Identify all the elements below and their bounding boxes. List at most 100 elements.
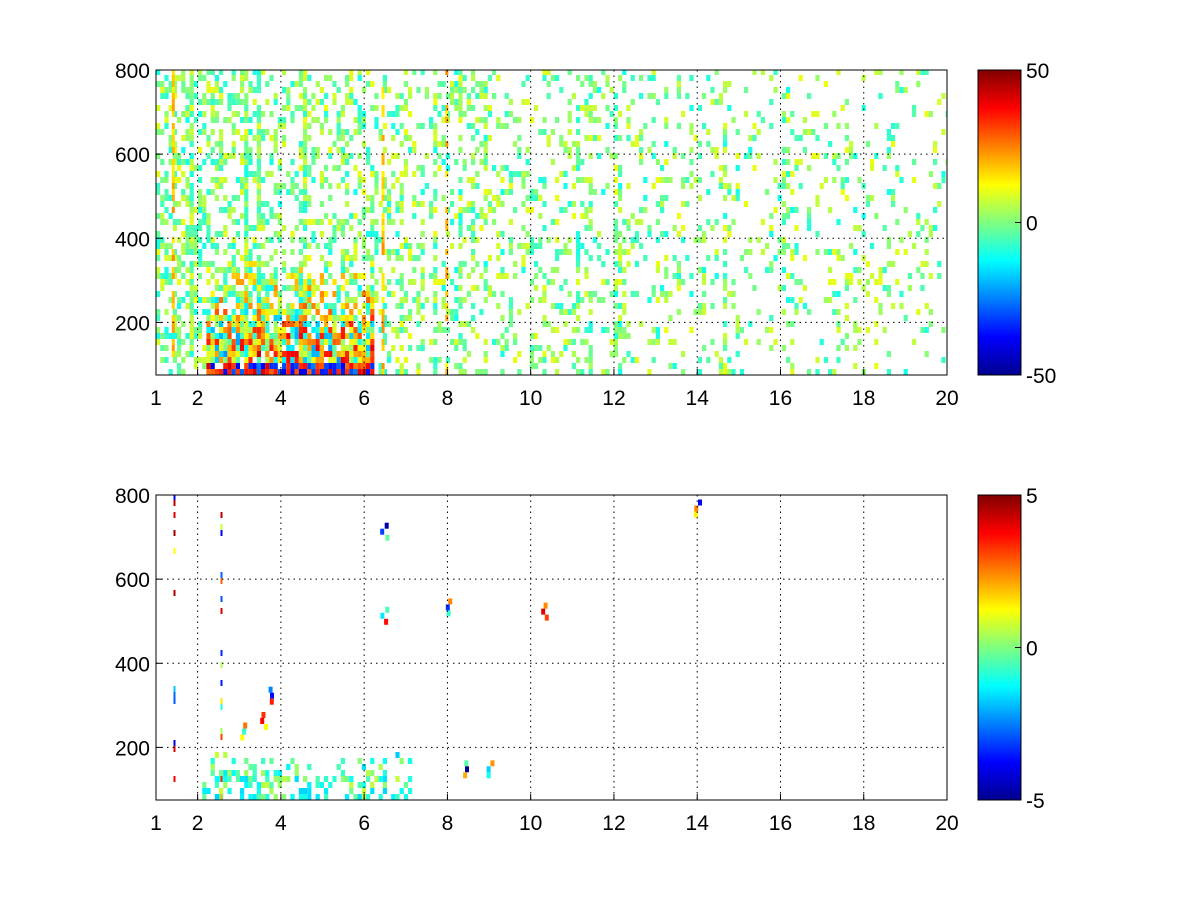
heatmap-cell [261,279,266,285]
heatmap-cell [210,111,215,117]
heatmap-cell [777,249,782,255]
heatmap-cell [324,363,329,369]
heatmap-cell [303,345,308,351]
heatmap-cell [231,351,236,357]
heatmap-cell [815,231,820,237]
heatmap-cell [374,93,379,99]
heatmap-cell [156,333,161,339]
heatmap-cell [173,776,176,782]
heatmap-cell [765,243,770,249]
heatmap-cell [483,195,488,201]
heatmap-cell [244,93,249,99]
heatmap-cell [382,87,387,93]
heatmap-cell [588,117,593,123]
heatmap-cell [899,291,904,297]
heatmap-cell [433,159,438,165]
heatmap-cell [933,207,938,213]
heatmap-cell [487,255,492,261]
heatmap-cell [433,123,438,129]
heatmap-cell [240,339,245,345]
heatmap-cell [412,141,417,147]
heatmap-cell [193,231,198,237]
heatmap-cell [328,345,333,351]
heatmap-cell [214,87,219,93]
heatmap-cell [836,123,841,129]
heatmap-cell [676,87,681,93]
heatmap-cell [307,195,312,201]
heatmap-cell [227,315,232,321]
heatmap-cell [210,764,215,770]
heatmap-cell [244,249,249,255]
heatmap-cell [538,177,543,183]
heatmap-cell [727,231,732,237]
heatmap-cell [185,249,190,255]
heatmap-cell [160,333,165,339]
heatmap-cell [744,111,749,117]
heatmap-cell [164,279,169,285]
heatmap-cell [220,578,223,584]
heatmap-cell [802,255,807,261]
heatmap-cell [307,111,312,117]
heatmap-cell [256,351,261,357]
heatmap-cell [483,339,488,345]
heatmap-cell [630,357,635,363]
heatmap-cell [353,255,358,261]
heatmap-cell [269,213,274,219]
heatmap-cell [891,303,896,309]
heatmap-cell [412,255,417,261]
heatmap-cell [727,81,732,87]
heatmap-cell [336,315,341,321]
heatmap-cell [622,70,627,75]
heatmap-cell [697,357,702,363]
heatmap-cell [256,327,261,333]
heatmap-cell [177,159,182,165]
heatmap-cell [252,171,257,177]
heatmap-cell [676,267,681,273]
heatmap-cell [391,111,396,117]
heatmap-cell [261,712,266,718]
heatmap-cell [353,333,358,339]
heatmap-cell [462,357,467,363]
heatmap-cell [261,758,266,764]
heatmap-cell [206,363,211,369]
heatmap-cell [185,279,190,285]
heatmap-cell [752,285,757,291]
heatmap-cell [261,285,266,291]
heatmap-cell [933,183,938,189]
heatmap-cell [172,255,177,261]
heatmap-cell [689,159,694,165]
heatmap-cell [193,363,198,369]
heatmap-cell [878,303,883,309]
heatmap-cell [933,141,938,147]
heatmap-cell [504,273,509,279]
heatmap-cell [694,505,699,512]
heatmap-cell [345,351,350,357]
heatmap-cell [454,99,459,105]
heatmap-cell [332,231,337,237]
heatmap-cell [710,87,715,93]
heatmap-cell [504,189,509,195]
heatmap-cell [483,267,488,273]
heatmap-cell [171,273,175,279]
heatmap-cell [420,231,425,237]
heatmap-cell [576,165,581,171]
heatmap-cell [462,297,467,303]
heatmap-cell [286,303,291,309]
heatmap-cell [277,327,282,333]
heatmap-cell [613,249,618,255]
heatmap-cell [492,207,497,213]
heatmap-cell [244,758,249,764]
heatmap-cell [206,339,211,345]
heatmap-cell [202,261,207,267]
heatmap-cell [357,357,362,363]
heatmap-cell [248,225,253,231]
heatmap-cell [381,111,385,117]
heatmap-cell [185,117,190,123]
heatmap-cell [660,207,665,213]
heatmap-cell [185,93,190,99]
heatmap-cell [172,309,177,315]
heatmap-cell [681,111,686,117]
heatmap-cell [790,207,795,213]
heatmap-cell [156,105,161,111]
